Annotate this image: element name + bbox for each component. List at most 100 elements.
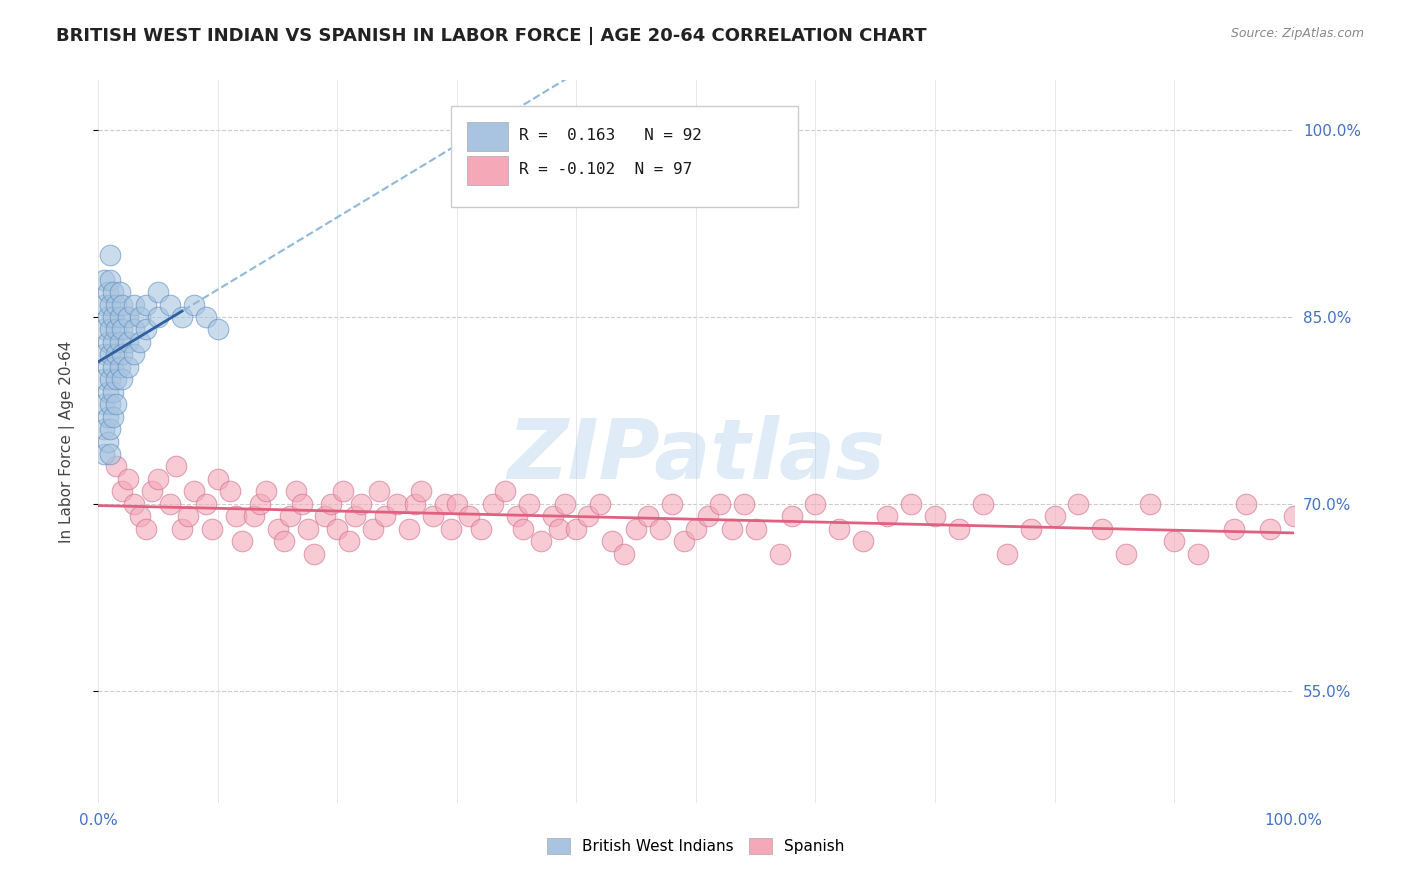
- Point: [602, 534, 624, 549]
- Point: [129, 509, 152, 524]
- Point: [363, 522, 385, 536]
- Point: [339, 534, 361, 549]
- Point: [97, 359, 120, 374]
- Point: [578, 509, 600, 524]
- Point: [183, 484, 205, 499]
- Point: [721, 522, 744, 536]
- Point: [93, 447, 115, 461]
- Point: [326, 522, 349, 536]
- Point: [648, 522, 672, 536]
- Point: [321, 497, 343, 511]
- Point: [1187, 547, 1209, 561]
- Point: [93, 272, 115, 286]
- Point: [661, 497, 683, 511]
- Point: [1091, 522, 1114, 536]
- Point: [225, 509, 247, 524]
- Point: [201, 522, 224, 536]
- Point: [129, 334, 152, 349]
- Point: [207, 472, 229, 486]
- Point: [900, 497, 922, 511]
- Point: [804, 497, 827, 511]
- Point: [93, 347, 115, 361]
- Point: [554, 497, 576, 511]
- Point: [626, 522, 648, 536]
- Point: [105, 297, 128, 311]
- Point: [105, 322, 128, 336]
- Point: [98, 372, 122, 386]
- Point: [93, 297, 115, 311]
- Point: [541, 509, 564, 524]
- Point: [446, 497, 468, 511]
- Point: [440, 522, 463, 536]
- Point: [97, 334, 120, 349]
- Point: [98, 297, 122, 311]
- Point: [98, 272, 122, 286]
- FancyBboxPatch shape: [467, 156, 509, 185]
- Point: [637, 509, 659, 524]
- Point: [101, 409, 124, 424]
- Point: [97, 434, 120, 449]
- Point: [972, 497, 994, 511]
- Point: [709, 497, 731, 511]
- Point: [278, 509, 301, 524]
- Point: [124, 297, 146, 311]
- Point: [422, 509, 444, 524]
- Point: [117, 472, 139, 486]
- Point: [111, 347, 134, 361]
- Point: [249, 497, 271, 511]
- Point: [512, 522, 534, 536]
- Point: [111, 322, 134, 336]
- Point: [828, 522, 851, 536]
- Point: [350, 497, 373, 511]
- Point: [547, 522, 569, 536]
- Point: [172, 310, 194, 324]
- Point: [852, 534, 875, 549]
- Point: [177, 509, 200, 524]
- Point: [1234, 497, 1257, 511]
- Point: [1019, 522, 1042, 536]
- Point: [1067, 497, 1090, 511]
- Point: [108, 334, 131, 349]
- Point: [273, 534, 295, 549]
- Point: [398, 522, 420, 536]
- Point: [98, 347, 122, 361]
- Point: [93, 322, 115, 336]
- Text: R =  0.163   N = 92: R = 0.163 N = 92: [519, 128, 702, 143]
- Point: [159, 297, 181, 311]
- Point: [1115, 547, 1137, 561]
- Point: [344, 509, 367, 524]
- Point: [673, 534, 696, 549]
- Point: [101, 310, 124, 324]
- Point: [1139, 497, 1161, 511]
- Point: [374, 509, 396, 524]
- Point: [148, 310, 170, 324]
- Point: [141, 484, 163, 499]
- Point: [517, 497, 540, 511]
- Point: [1043, 509, 1066, 524]
- Point: [589, 497, 612, 511]
- Point: [876, 509, 898, 524]
- Point: [117, 334, 139, 349]
- Point: [98, 447, 122, 461]
- Point: [97, 384, 120, 399]
- Point: [98, 422, 122, 436]
- Point: [97, 285, 120, 299]
- Point: [434, 497, 457, 511]
- Point: [1258, 522, 1281, 536]
- Point: [1163, 534, 1185, 549]
- Point: [948, 522, 970, 536]
- Point: [243, 509, 266, 524]
- Point: [148, 285, 170, 299]
- Point: [219, 484, 242, 499]
- Point: [302, 547, 325, 561]
- Point: [530, 534, 553, 549]
- Point: [385, 497, 409, 511]
- Point: [494, 484, 516, 499]
- Point: [97, 409, 120, 424]
- Point: [183, 297, 205, 311]
- Point: [105, 347, 128, 361]
- Point: [148, 472, 170, 486]
- Point: [332, 484, 354, 499]
- Point: [506, 509, 529, 524]
- Text: Source: ZipAtlas.com: Source: ZipAtlas.com: [1230, 27, 1364, 40]
